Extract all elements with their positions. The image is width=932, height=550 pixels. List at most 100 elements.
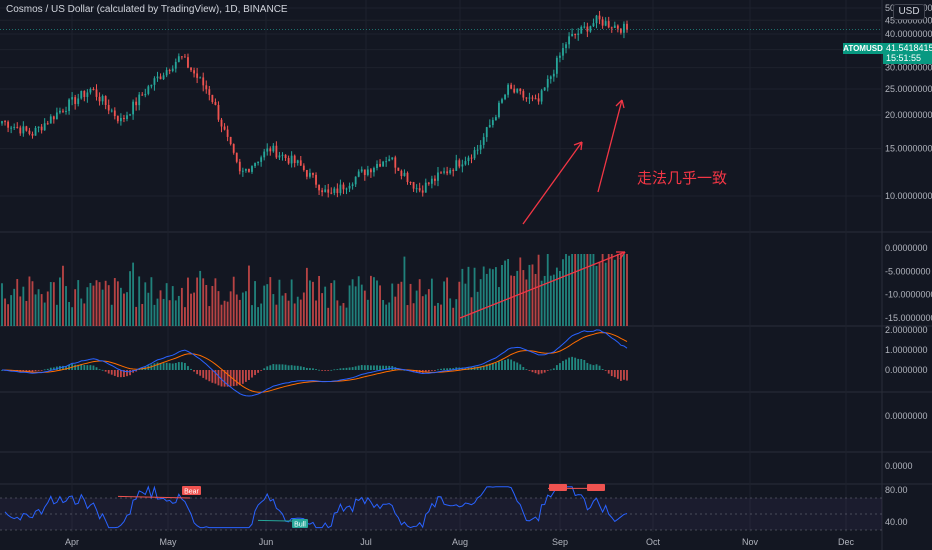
macd-histogram-bar <box>321 370 324 371</box>
volume-bar <box>31 281 34 326</box>
last-price-value: 41.5418415 <box>886 43 932 53</box>
volume-bar <box>59 277 61 326</box>
macd-histogram-bar <box>562 360 564 370</box>
volume-bar <box>339 305 342 326</box>
volume-bar <box>86 287 89 326</box>
volume-bar <box>345 307 348 326</box>
macd-histogram-bar <box>510 359 513 370</box>
candle <box>232 144 235 153</box>
volume-bar <box>287 300 290 326</box>
volume-bar <box>324 286 327 326</box>
candle <box>549 76 552 79</box>
volume-bar <box>537 254 540 326</box>
candle <box>601 19 604 26</box>
volume-bar <box>202 278 205 326</box>
candle <box>397 167 400 171</box>
macd-histogram-bar <box>266 366 269 370</box>
macd-histogram-bar <box>357 365 360 370</box>
macd-histogram-bar <box>583 360 586 370</box>
macd-histogram-bar <box>184 362 186 370</box>
volume-bar <box>184 307 186 326</box>
macd-histogram-bar <box>104 370 107 372</box>
volume-bar <box>263 285 266 326</box>
volume-tick-label: -15.0000000 <box>885 313 932 323</box>
macd-histogram-bar <box>534 370 537 374</box>
candle <box>290 155 293 164</box>
volume-bar <box>549 275 552 326</box>
macd-histogram-bar <box>293 365 296 370</box>
annotation-arrowhead <box>573 141 583 151</box>
candle <box>272 145 275 152</box>
candle <box>616 25 619 29</box>
macd-histogram-bar <box>519 364 522 370</box>
candle <box>223 126 226 130</box>
bull-label: Bull <box>294 522 306 529</box>
candle <box>296 160 299 163</box>
candle <box>315 174 317 185</box>
candle <box>251 166 253 172</box>
candle <box>440 172 442 174</box>
macd-histogram-bar <box>610 370 613 377</box>
x-tick-label: Dec <box>838 537 855 547</box>
candle <box>4 121 6 123</box>
macd-histogram-bar <box>430 370 433 371</box>
macd-histogram-bar <box>309 368 311 370</box>
candle <box>226 129 229 137</box>
chart-title: Cosmos / US Dollar (calculated by Tradin… <box>6 4 288 15</box>
macd-histogram-bar <box>159 363 162 370</box>
candle <box>7 121 10 128</box>
volume-bar <box>193 292 195 326</box>
macd-histogram-bar <box>257 370 260 373</box>
volume-bar <box>626 254 628 326</box>
macd-histogram-bar <box>623 370 625 380</box>
candle <box>135 101 138 106</box>
candle <box>299 160 302 166</box>
candle <box>309 172 311 177</box>
volume-bar <box>312 281 314 326</box>
macd-histogram-bar <box>263 368 266 370</box>
candle <box>360 169 363 172</box>
candle <box>357 171 360 177</box>
volume-bar <box>330 283 333 326</box>
candle <box>275 145 278 158</box>
volume-bar <box>141 303 144 326</box>
macd-histogram-bar <box>522 366 525 370</box>
volume-bar <box>95 280 98 326</box>
macd-histogram-bar <box>604 370 607 371</box>
candle <box>604 21 607 26</box>
candle <box>607 21 610 28</box>
volume-bar <box>16 279 19 326</box>
candle <box>592 23 595 27</box>
volume-bar <box>354 286 357 326</box>
volume-bar <box>610 254 613 326</box>
candle <box>455 160 458 171</box>
candle <box>522 91 525 98</box>
macd-histogram-bar <box>580 359 583 370</box>
volume-bar <box>409 283 412 326</box>
macd-histogram-bar <box>110 370 113 375</box>
macd-histogram-bar <box>52 367 55 370</box>
candle <box>138 94 141 106</box>
volume-bar <box>168 300 171 326</box>
macd-histogram-bar <box>488 363 491 370</box>
candle <box>613 25 616 29</box>
currency-button[interactable]: USD <box>893 4 925 20</box>
candle <box>77 98 80 104</box>
candle <box>302 165 305 170</box>
volume-bar <box>135 306 138 326</box>
volume-bar <box>260 303 263 326</box>
macd-histogram-bar <box>107 370 110 374</box>
macd-histogram-bar <box>135 370 138 372</box>
volume-bar <box>74 289 77 326</box>
candle <box>119 117 122 122</box>
volume-bar <box>10 295 13 326</box>
candle <box>55 112 58 120</box>
volume-bar <box>244 291 247 326</box>
volume-bar <box>467 266 470 326</box>
candle <box>519 88 522 92</box>
volume-bar <box>391 283 394 326</box>
volume-bar <box>7 304 10 326</box>
volume-bar <box>543 275 546 326</box>
macd-histogram-bar <box>46 368 49 370</box>
